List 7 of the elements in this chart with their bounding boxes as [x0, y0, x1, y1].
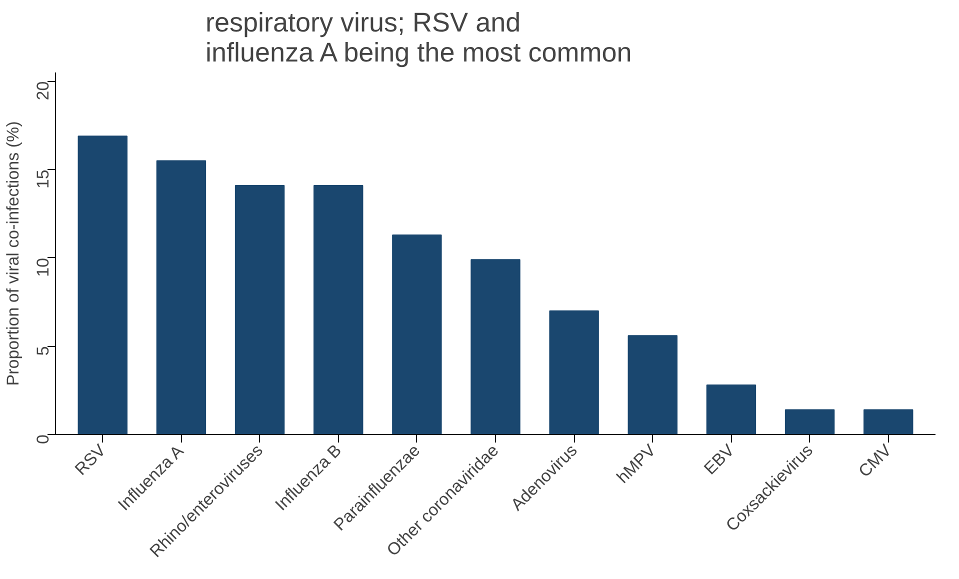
y-tick-label: 15	[34, 170, 52, 189]
y-tick-label: 10	[34, 258, 52, 277]
y-tick-label: 20	[34, 81, 52, 100]
y-tick-label: 0	[34, 434, 52, 444]
chart-title: respiratory virus; RSV and influenza A being the most common	[206, 8, 632, 68]
y-tick-label: 5	[34, 346, 52, 356]
y-axis-title: Proportion of viral co-infections (%)	[4, 121, 22, 386]
